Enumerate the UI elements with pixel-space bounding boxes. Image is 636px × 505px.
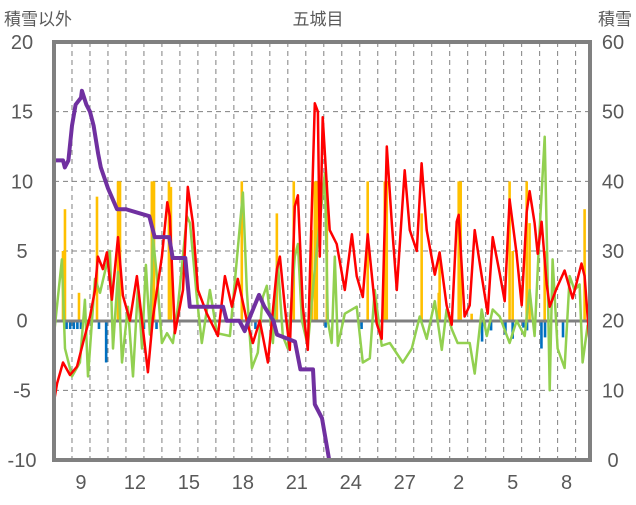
orange-bars-bar: [167, 181, 171, 321]
blue-bars-bar: [79, 320, 83, 330]
x-tick-label: 5: [507, 472, 518, 494]
y-right-tick-label: 20: [602, 311, 624, 333]
orange-bars-bar: [313, 181, 317, 321]
blue-bars-bar: [324, 320, 327, 328]
orange-bars-bar: [385, 181, 389, 321]
blue-bars-bar: [155, 320, 158, 330]
y-right-tick-label: 10: [602, 380, 624, 402]
orange-bars-bar: [511, 251, 514, 321]
y-right-tick-label: 60: [602, 32, 624, 54]
gridlines: [54, 42, 590, 460]
orange-bars-bar: [366, 181, 369, 321]
y-left-tick-label: -10: [8, 450, 37, 472]
orange-bars-bar: [525, 181, 528, 321]
y-left-tick-label: 20: [11, 32, 33, 54]
x-tick-label: 21: [286, 472, 308, 494]
plot-frame: [52, 40, 592, 462]
blue-bars-bar: [104, 320, 108, 363]
line-series: [52, 88, 591, 462]
blue-bars-bar: [360, 320, 363, 330]
orange-bars-bar: [63, 209, 67, 321]
blue-bars-bar: [76, 320, 79, 330]
orange-bars-bar: [438, 252, 441, 321]
y-right-tick-label: 0: [607, 450, 618, 472]
y-left-tick-label: 15: [11, 102, 33, 124]
y-left-tick-label: 0: [16, 311, 27, 333]
y-right-tick-label: 50: [602, 102, 624, 124]
blue-bars-bar: [65, 320, 68, 330]
x-tick-label: 27: [394, 472, 416, 494]
blue-bars-bar: [540, 320, 543, 349]
x-tick-label: 9: [75, 472, 86, 494]
blue-bars-bar: [522, 320, 525, 328]
x-tick-label: 15: [178, 472, 200, 494]
red-line: [52, 102, 591, 402]
orange-bars-bar: [583, 209, 586, 321]
blue-bars-bar: [543, 320, 547, 338]
orange-bars-bar: [528, 223, 531, 321]
orange-bars-bar: [543, 251, 546, 321]
orange-bars-bar: [470, 313, 473, 321]
blue-bars-bar: [254, 320, 257, 330]
x-tick-label: 12: [124, 472, 146, 494]
y-left-tick-label: 5: [16, 241, 27, 263]
purple-line: [54, 88, 590, 462]
y-left-tick-label: -5: [13, 380, 31, 402]
x-tick-label: 2: [453, 472, 464, 494]
left-axis-title: 積雪以外: [4, 10, 72, 30]
blue-bars-bar: [68, 320, 72, 330]
blue-bars-bar: [97, 320, 101, 330]
orange-bars-bar: [457, 181, 460, 321]
chart-title: 五城目: [293, 10, 344, 30]
blue-bars-bar: [72, 320, 76, 330]
blue-bars-bar: [489, 320, 493, 331]
x-tick-label: 18: [232, 472, 254, 494]
blue-bars-bar: [504, 320, 507, 335]
x-tick-label: 24: [340, 472, 362, 494]
orange-bars-bar: [508, 181, 511, 321]
y-right-tick-label: 30: [602, 241, 624, 263]
x-tick-label: 8: [561, 472, 572, 494]
orange-bars-bar: [240, 181, 244, 321]
blue-bars-bar: [480, 320, 484, 342]
blue-bars-bar: [561, 320, 565, 338]
y-right-tick-label: 40: [602, 171, 624, 193]
orange-bars-bar: [420, 213, 423, 321]
right-axis-title: 積雪: [598, 10, 632, 30]
orange-bars-bar: [310, 230, 314, 321]
orange-bars-bar: [77, 292, 81, 321]
y-left-tick-label: 10: [11, 171, 33, 193]
